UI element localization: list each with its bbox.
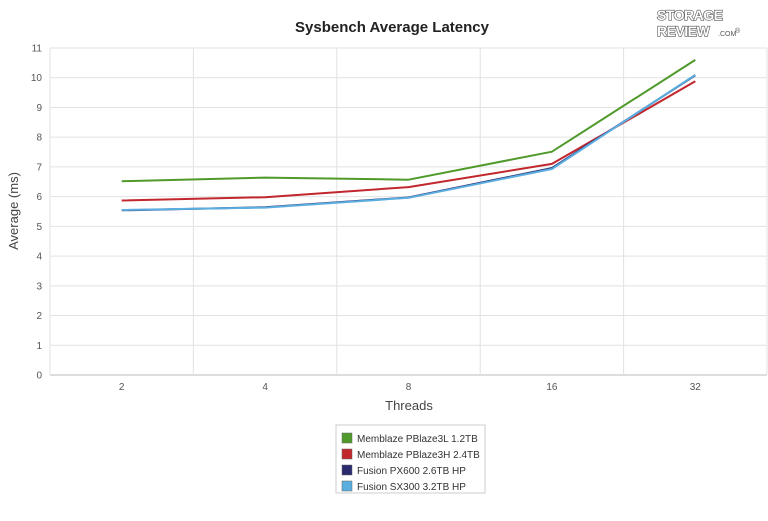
y-axis-label: Average (ms)	[6, 172, 21, 250]
grid	[49, 47, 768, 376]
y-tick-label: 1	[36, 341, 42, 352]
x-axis-ticks: 2 4 8 16 32	[119, 382, 701, 393]
legend-swatch	[341, 480, 353, 492]
y-tick-label: 0	[36, 371, 42, 382]
legend-label: Memblaze PBlaze3H 2.4TB	[357, 450, 480, 461]
series-line-2	[121, 80, 696, 202]
series-lines	[121, 59, 696, 212]
y-tick-label: 9	[36, 103, 42, 114]
logo-line1: STORAGE	[657, 7, 723, 23]
logo-suffix: .COM	[718, 31, 736, 38]
series-line-1	[121, 59, 696, 183]
y-tick-label: 11	[32, 44, 43, 55]
legend-label: Memblaze PBlaze3L 1.2TB	[357, 434, 478, 445]
y-tick-label: 5	[36, 222, 42, 233]
y-tick-label: 7	[36, 162, 42, 173]
x-axis-label: Threads	[385, 398, 433, 413]
x-tick-label: 16	[546, 382, 558, 393]
legend: Memblaze PBlaze3L 1.2TB Memblaze PBlaze3H…	[335, 424, 486, 494]
storage-review-logo: STORAGE REVIEW .COM ®	[656, 6, 741, 39]
x-tick-label: 2	[119, 382, 125, 393]
y-tick-label: 2	[36, 311, 42, 322]
x-tick-label: 32	[690, 382, 702, 393]
y-tick-label: 4	[36, 252, 42, 263]
y-tick-label: 3	[36, 281, 42, 292]
legend-box	[335, 424, 486, 494]
legend-label: Fusion SX300 3.2TB HP	[357, 482, 466, 493]
x-tick-label: 4	[262, 382, 268, 393]
x-tick-label: 8	[406, 382, 412, 393]
series-line-4	[121, 73, 696, 211]
legend-label: Fusion PX600 2.6TB HP	[357, 466, 466, 477]
y-tick-label: 10	[31, 73, 43, 84]
logo-line2: REVIEW	[657, 23, 711, 39]
chart-title: Sysbench Average Latency	[295, 19, 490, 36]
logo-mark: ®	[735, 27, 741, 35]
legend-swatch	[341, 432, 353, 444]
y-tick-label: 6	[36, 192, 42, 203]
series-line-3	[121, 74, 696, 212]
legend-swatch	[341, 448, 353, 460]
legend-swatch	[341, 464, 353, 476]
y-tick-label: 8	[36, 133, 42, 144]
y-axis-ticks: 0 1 2 3 4 5 6 7 8 9 10 11	[31, 44, 43, 382]
